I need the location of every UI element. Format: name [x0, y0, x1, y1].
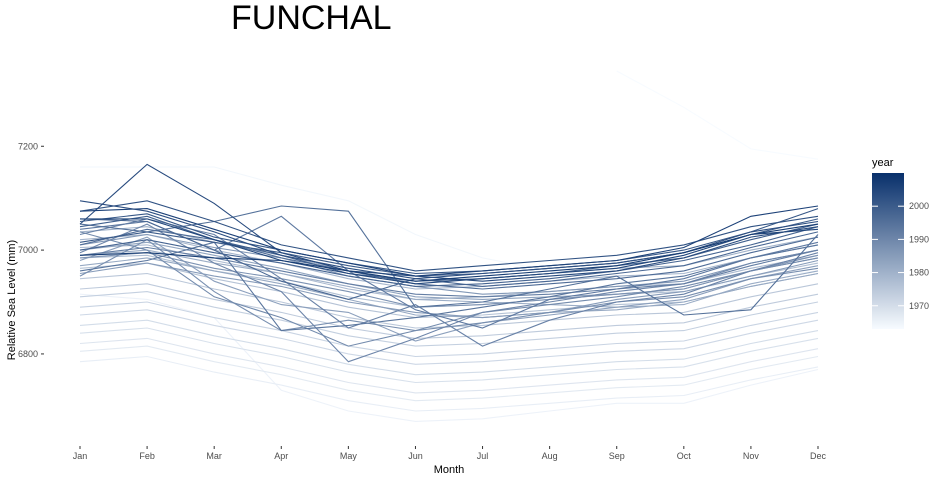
- series-line-2006: [79, 205, 819, 277]
- series-line-1970: [79, 319, 819, 376]
- series-line-1989: [79, 231, 819, 347]
- x-tick-label: Feb: [139, 451, 155, 461]
- x-tick-label: Jun: [408, 451, 423, 461]
- x-tick-label: Sep: [609, 451, 625, 461]
- legend-title: year: [872, 157, 894, 169]
- y-axis: 6800 7000 7200: [18, 141, 44, 359]
- x-tick-label: May: [340, 451, 358, 461]
- x-tick-label: Jan: [73, 451, 88, 461]
- series-line-1969: [79, 327, 819, 384]
- series-line-1992: [79, 246, 819, 298]
- x-tick-label: Nov: [743, 451, 760, 461]
- legend-tick-label: 1970: [909, 301, 929, 311]
- series-line-1998: [79, 226, 819, 287]
- x-tick-label: Dec: [810, 451, 827, 461]
- series-line-2007: [79, 223, 819, 282]
- x-tick-label: Oct: [677, 451, 692, 461]
- series-line-1963: [616, 70, 819, 160]
- legend-tick-label: 1980: [909, 268, 929, 278]
- series-line-2004: [79, 163, 819, 282]
- y-tick-label: 7000: [18, 245, 38, 255]
- series-line-1997: [79, 218, 819, 300]
- series-line-2001: [79, 208, 819, 275]
- x-tick-label: Mar: [206, 451, 222, 461]
- series-line-1995: [79, 205, 819, 316]
- chart-title: FUNCHAL: [231, 0, 392, 37]
- series-line-1988: [79, 239, 819, 332]
- x-axis: Jan Feb Mar Apr May Jun Jul Aug Sep Oct Nov Dec: [73, 446, 827, 461]
- legend-tick-label: 1990: [909, 234, 929, 244]
- series-line-1981: [79, 249, 819, 308]
- x-tick-label: Jul: [477, 451, 489, 461]
- series-line-1971: [79, 309, 819, 365]
- series-line-1979: [79, 233, 819, 290]
- series-line-1967: [79, 345, 819, 402]
- series-line-2005: [80, 218, 819, 285]
- series-line-1968: [79, 337, 819, 394]
- x-tick-label: Apr: [274, 451, 288, 461]
- series-line-1987: [79, 252, 819, 308]
- series-line-1996: [79, 228, 819, 290]
- y-tick-label: 7200: [18, 141, 38, 151]
- series-line-1985: [79, 259, 819, 319]
- series-line-1991: [79, 218, 819, 347]
- legend-colorbar: [872, 173, 904, 329]
- legend-tick-label: 2000: [909, 201, 929, 211]
- series-line-1982: [79, 257, 819, 319]
- series-line-1972: [79, 301, 819, 358]
- x-tick-label: Aug: [542, 451, 558, 461]
- series-line-1973: [79, 291, 819, 347]
- x-axis-title: Month: [434, 464, 465, 476]
- y-axis-title: Relative Sea Level (mm): [6, 240, 18, 360]
- series-line-1974: [79, 283, 819, 339]
- y-tick-label: 6800: [18, 349, 38, 359]
- color-legend: year 1970 1980 1990 2000: [872, 157, 929, 329]
- series-lines: [79, 70, 819, 422]
- series-line-1966: [79, 355, 819, 412]
- legend-ticks: 1970 1980 1990 2000: [872, 201, 929, 311]
